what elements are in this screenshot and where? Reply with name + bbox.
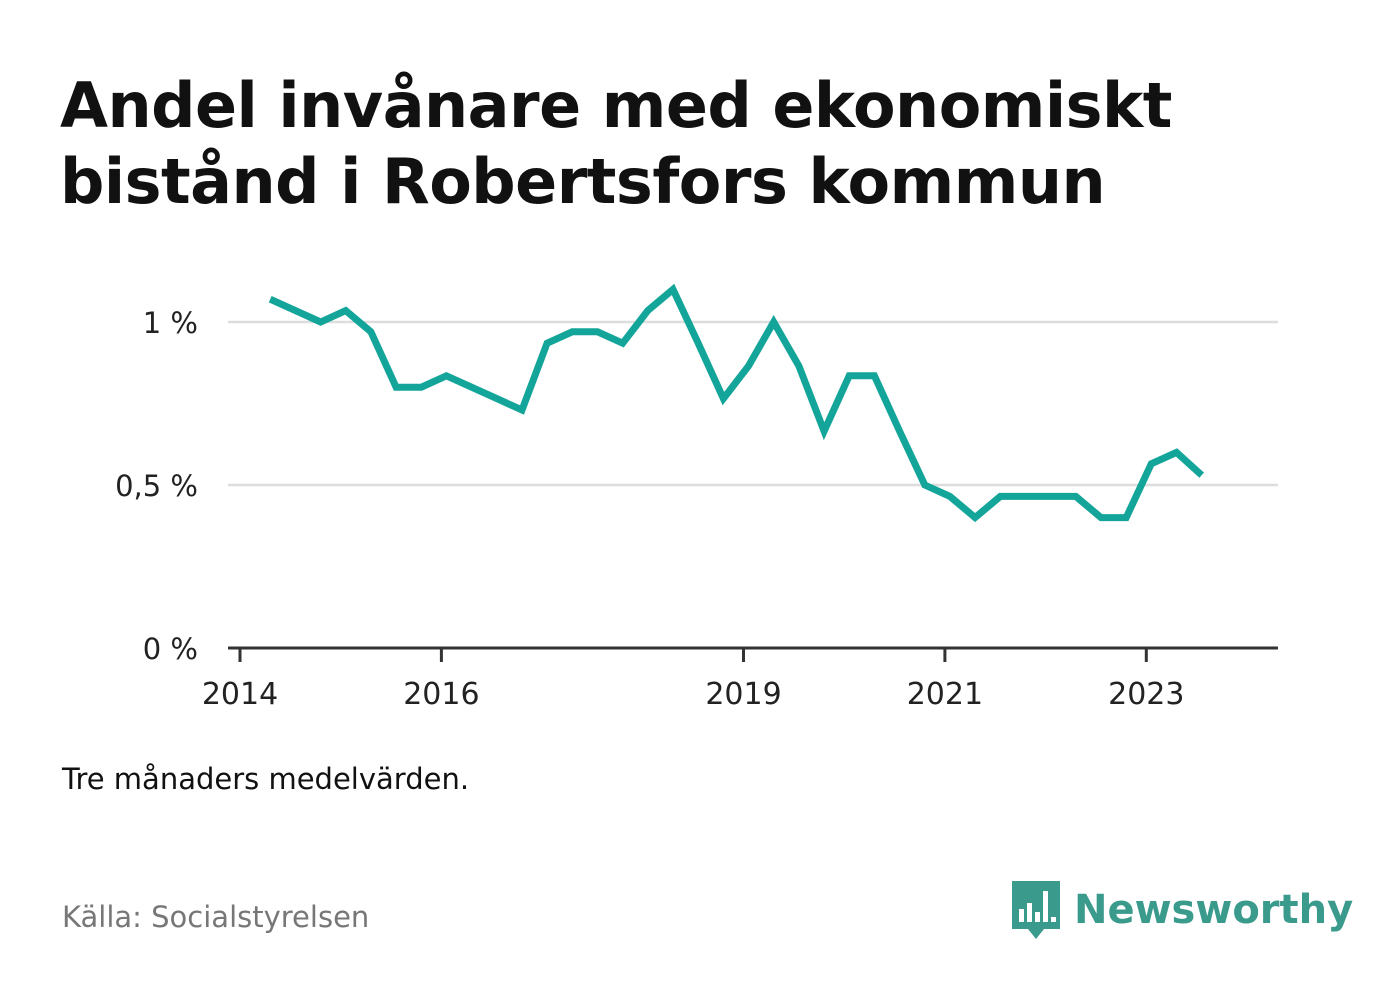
brand-logo: Newsworthy <box>1010 878 1353 942</box>
series-line <box>268 283 1205 523</box>
y-axis-tick-labels: 0 % 0,5 % 1 % <box>115 306 198 666</box>
x-axis-tick-labels: 2014 2016 2019 2021 2023 <box>202 677 1185 712</box>
x-axis <box>228 646 1278 662</box>
chart-note: Tre månaders medelvärden. <box>62 762 470 796</box>
y-tick-label: 1 % <box>143 306 198 340</box>
x-tick-label: 2019 <box>705 677 781 712</box>
y-tick-label: 0,5 % <box>115 469 198 503</box>
x-tick-label: 2021 <box>907 677 983 712</box>
x-tick-label: 2023 <box>1108 677 1184 712</box>
x-tick-label: 2016 <box>403 677 479 712</box>
brand-name: Newsworthy <box>1074 887 1354 933</box>
line-chart: 0 % 0,5 % 1 % 2014 2016 2019 2021 2023 <box>115 283 1278 712</box>
bar-chart-speech-bubble-icon <box>1012 881 1060 939</box>
gridlines <box>228 320 1278 487</box>
x-tick-label: 2014 <box>202 677 278 712</box>
y-tick-label: 0 % <box>143 632 198 666</box>
series-layer <box>268 283 1205 523</box>
chart-title: Andel invånare med ekonomiskt bistånd i … <box>60 69 1172 218</box>
source-label: Källa: Socialstyrelsen <box>62 900 370 934</box>
